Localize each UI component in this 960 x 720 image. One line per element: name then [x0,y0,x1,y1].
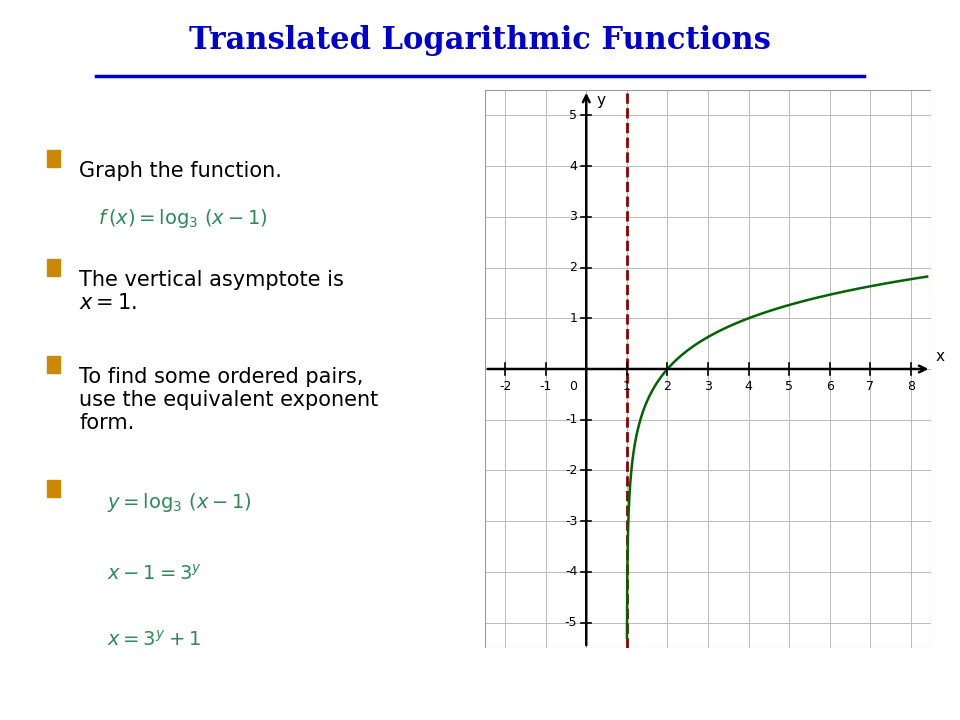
Text: 0: 0 [569,380,577,393]
Text: 1: 1 [569,312,577,325]
Text: 2: 2 [569,261,577,274]
Bar [47,259,60,276]
Text: -2: -2 [564,464,577,477]
Text: -1: -1 [564,413,577,426]
Text: -1: -1 [540,380,552,393]
Text: 4: 4 [569,160,577,173]
Text: -5: -5 [564,616,577,629]
Text: y: y [596,93,606,107]
Text: To find some ordered pairs,
use the equivalent exponent
form.: To find some ordered pairs, use the equi… [79,367,378,433]
Text: 3: 3 [704,380,712,393]
Text: 7: 7 [866,380,875,393]
Bar [47,480,60,497]
Text: 5: 5 [569,109,577,122]
Text: -3: -3 [564,515,577,528]
Text: 5: 5 [785,380,793,393]
Text: $f\,(x) = \log_3\,(x - 1)$: $f\,(x) = \log_3\,(x - 1)$ [98,207,267,230]
Text: x: x [935,348,945,364]
Text: $x = 3^y + 1$: $x = 3^y + 1$ [107,630,201,650]
Text: 6: 6 [826,380,833,393]
Text: $y = \log_3\,(x - 1)$: $y = \log_3\,(x - 1)$ [107,491,252,514]
Text: $x - 1 = 3^y$: $x - 1 = 3^y$ [107,564,202,583]
Text: 8: 8 [907,380,915,393]
Text: -4: -4 [564,565,577,578]
Text: The vertical asymptote is
$x = 1.$: The vertical asymptote is $x = 1.$ [79,270,344,313]
Text: Translated Logarithmic Functions: Translated Logarithmic Functions [189,25,771,56]
Text: 2: 2 [663,380,671,393]
Text: 3: 3 [569,210,577,223]
Bar [47,150,60,167]
Text: 1: 1 [623,380,631,393]
Text: Graph the function.: Graph the function. [79,161,282,181]
Text: -2: -2 [499,380,512,393]
Text: 4: 4 [745,380,753,393]
Bar [47,356,60,373]
